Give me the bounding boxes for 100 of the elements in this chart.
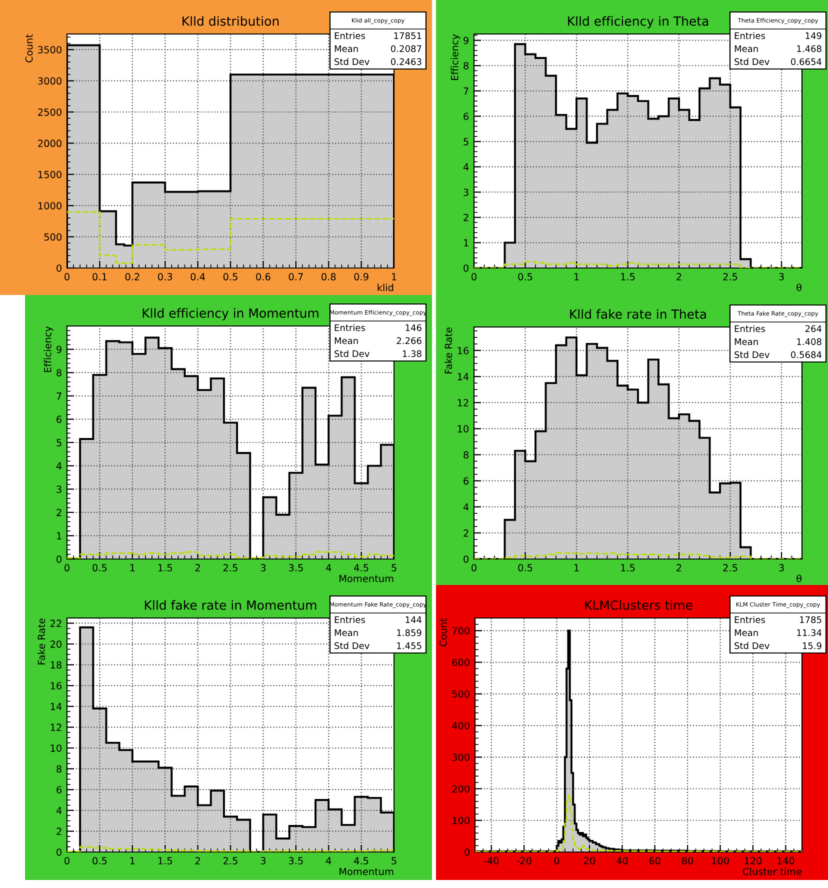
annotation: Mean: [734, 45, 758, 52]
y-tick-label: 4: [56, 462, 62, 470]
text: 1.38: [402, 350, 422, 358]
y-tick-label: 6: [464, 477, 469, 485]
x-tick-label: 3.5: [288, 564, 303, 572]
y-tick-label: 16: [458, 346, 469, 354]
y-tick-label: 2: [464, 529, 468, 537]
y-axis-title: Efficiency: [44, 326, 54, 372]
y-tick-label: 14: [50, 703, 62, 710]
x-tick-label: 0.8: [322, 273, 336, 280]
annotation: Mean: [734, 629, 758, 636]
y-tick-label: 6: [464, 112, 469, 120]
x-tick-label: 0.7: [288, 273, 303, 280]
text: 1.455: [397, 642, 422, 650]
y-tick-label: 10: [458, 425, 468, 432]
x-tick-label: -20: [516, 857, 532, 864]
annotation: Std Dev: [734, 351, 770, 358]
y-tick-label: 8: [56, 765, 62, 773]
y-tick-label: 2: [56, 828, 62, 835]
x-tick-label: 0.6: [256, 273, 270, 280]
annotation: Entries: [734, 32, 765, 40]
y-tick-label: 5: [56, 439, 62, 446]
y-tick-label: 6: [56, 786, 62, 794]
x-tick-label: 5: [392, 857, 396, 864]
y-tick-label: 4: [463, 163, 469, 171]
y-tick-label: 3500: [38, 46, 62, 54]
annotation: Entries: [734, 325, 765, 332]
x-tick-label: 4.5: [354, 857, 368, 864]
annotation: Entries: [334, 616, 365, 624]
x-tick-label: 1: [392, 273, 396, 280]
x-tick-label: 3.5: [288, 857, 303, 864]
annotation: Std Dev: [334, 350, 370, 358]
x-axis-title: θ: [796, 574, 802, 582]
x-tick-label: 2: [195, 564, 200, 572]
y-tick-label: 8: [56, 369, 62, 376]
x-tick-label: 0.5: [518, 273, 532, 280]
annotation: Mean: [334, 45, 358, 52]
y-tick-label: 4: [56, 807, 62, 814]
annotation: 11.34: [797, 629, 822, 636]
x-tick-label: 3: [260, 857, 266, 864]
x-tick-label: 1: [574, 273, 579, 280]
y-tick-label: 1: [57, 532, 62, 540]
chart-title: KLMClusters time: [585, 600, 692, 610]
text: 2.266: [396, 337, 422, 344]
y-tick-label: 500: [452, 690, 470, 698]
x-tick-label: 2.5: [223, 564, 238, 572]
y-tick-label: 400: [452, 722, 470, 730]
x-tick-label: 0: [472, 273, 476, 280]
x-tick-label: 20: [584, 857, 595, 864]
y-tick-label: 3: [464, 188, 468, 196]
text: 144: [406, 616, 422, 623]
y-tick-label: 7: [56, 392, 62, 400]
y-tick-label: 0: [56, 264, 62, 272]
y-axis-title: Count: [440, 618, 447, 646]
y-tick-label: 2000: [38, 140, 62, 148]
text: 1.859: [397, 629, 422, 636]
x-tick-label: 4: [326, 857, 332, 864]
y-tick-label: 18: [50, 661, 62, 669]
x-tick-label: -40: [484, 857, 499, 864]
x-tick-label: 0: [64, 857, 70, 864]
x-tick-label: 80: [682, 857, 694, 864]
x-tick-label: 1: [130, 564, 135, 572]
x-tick-label: 0: [472, 564, 476, 572]
y-tick-label: 10: [50, 744, 62, 752]
y-tick-label: 2: [464, 214, 468, 222]
x-tick-label: 0: [554, 857, 560, 864]
x-tick-label: 3: [779, 273, 784, 280]
x-tick-label: 3: [260, 564, 266, 572]
text: 146: [406, 324, 422, 332]
annotation: 0.2463: [391, 58, 422, 66]
x-tick-label: 0.5: [92, 564, 107, 572]
y-tick-label: 8: [464, 62, 468, 70]
text: 17851: [394, 32, 422, 40]
annotation: Entries: [334, 32, 365, 40]
y-tick-label: 0: [56, 555, 62, 563]
annotation: Mean: [334, 337, 358, 344]
y-tick-label: 9: [56, 346, 62, 354]
y-tick-label: 5: [464, 138, 468, 146]
x-tick-label: 0.1: [92, 273, 107, 280]
y-axis-title: Fake Rate: [444, 328, 452, 374]
x-tick-label: 140: [777, 857, 794, 864]
x-tick-label: 2.5: [223, 857, 238, 864]
y-tick-label: 0: [464, 848, 470, 856]
annotation: Mean: [734, 338, 758, 346]
x-tick-label: 3: [779, 564, 784, 572]
text: 149: [806, 32, 822, 40]
y-tick-label: 2500: [38, 108, 62, 116]
y-tick-label: 6: [56, 416, 62, 424]
y-tick-label: 8: [464, 451, 468, 459]
y-tick-label: 16: [50, 682, 62, 690]
x-tick-label: 1.5: [158, 564, 172, 572]
x-tick-label: 0.5: [92, 857, 107, 864]
text: 15.9: [802, 642, 822, 650]
y-tick-label: 14: [458, 373, 469, 380]
y-tick-label: 0: [56, 848, 62, 856]
annotation: 1.468: [797, 45, 822, 52]
annotation: Std Dev: [734, 58, 770, 66]
x-tick-label: 0: [64, 564, 70, 572]
y-tick-label: 500: [44, 233, 62, 241]
chart-title: Klld efficiency in Theta: [568, 16, 708, 28]
